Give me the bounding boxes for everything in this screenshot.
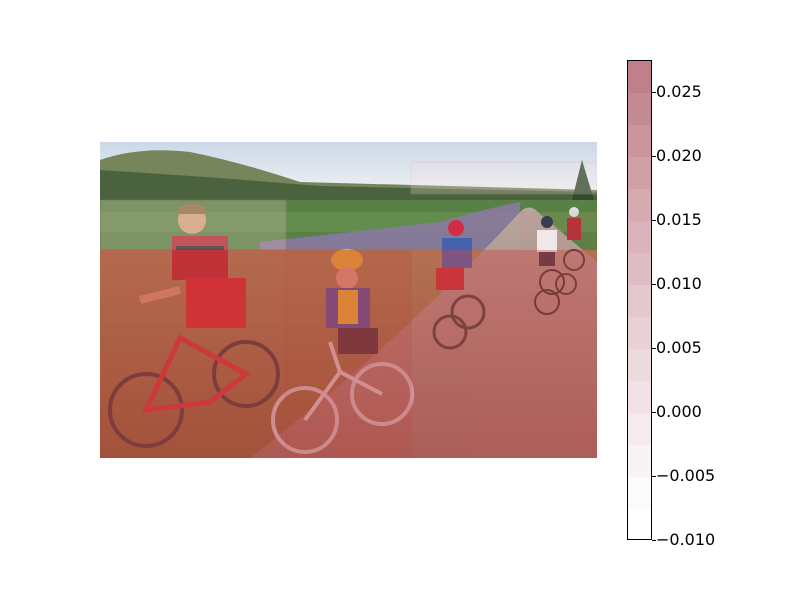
tick-mark bbox=[652, 92, 656, 93]
rider-child bbox=[271, 249, 414, 454]
colorbar bbox=[627, 60, 652, 541]
tree bbox=[572, 160, 594, 200]
tick-mark bbox=[652, 412, 656, 413]
colorbar-level bbox=[627, 60, 652, 93]
colorbar-level bbox=[627, 508, 652, 541]
rider-white-shirt bbox=[534, 216, 565, 315]
tick-mark bbox=[652, 220, 656, 221]
rider-adult bbox=[108, 204, 280, 448]
overlay-right-cell bbox=[410, 211, 597, 458]
rider-blue-pink bbox=[432, 220, 486, 350]
tick-label: 0.020 bbox=[656, 146, 702, 165]
colorbar-level bbox=[627, 316, 652, 349]
overlay-top-strip bbox=[100, 199, 287, 251]
image-with-heatmap-overlay bbox=[100, 142, 597, 458]
colorbar-level bbox=[627, 188, 652, 221]
colorbar-level bbox=[627, 348, 652, 381]
overlay-center-cell bbox=[285, 249, 412, 458]
tick-label: 0.005 bbox=[656, 338, 702, 357]
photo-illustration bbox=[100, 142, 597, 458]
overlay-left-cell bbox=[100, 249, 287, 458]
rider-far-right bbox=[555, 207, 585, 295]
colorbar-level bbox=[627, 380, 652, 413]
tick-label: −0.005 bbox=[656, 466, 716, 485]
colorbar-level bbox=[627, 156, 652, 189]
colorbar-level bbox=[627, 124, 652, 157]
colorbar-level bbox=[627, 476, 652, 509]
tick-label: −0.010 bbox=[656, 530, 716, 549]
colorbar-level bbox=[627, 444, 652, 477]
colorbar-level bbox=[627, 220, 652, 253]
tick-mark bbox=[652, 348, 656, 349]
overlay-lower-band bbox=[100, 250, 597, 458]
tick-mark bbox=[652, 540, 656, 541]
colorbar-level bbox=[627, 284, 652, 317]
tick-mark bbox=[652, 476, 656, 477]
tick-label: 0.025 bbox=[656, 82, 702, 101]
tick-mark bbox=[652, 156, 656, 157]
overlay-background bbox=[100, 142, 597, 458]
road bbox=[250, 207, 597, 458]
tick-label: 0.010 bbox=[656, 274, 702, 293]
distant-forest bbox=[100, 170, 597, 206]
tick-label: 0.000 bbox=[656, 402, 702, 421]
tick-mark bbox=[652, 284, 656, 285]
overlay-top-right bbox=[410, 161, 597, 195]
colorbar-level bbox=[627, 252, 652, 285]
colorbar-level bbox=[627, 412, 652, 445]
colorbar-level bbox=[627, 92, 652, 125]
tick-label: 0.015 bbox=[656, 210, 702, 229]
